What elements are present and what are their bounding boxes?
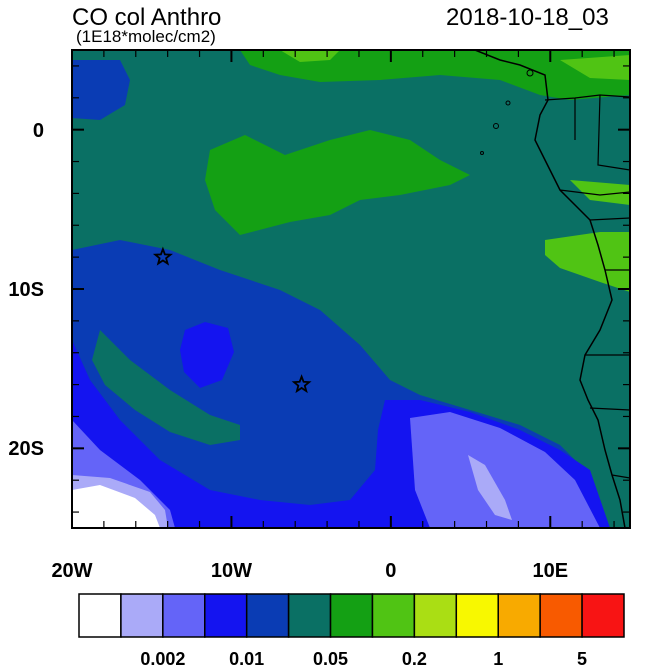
field-deep-blue-topleft (72, 60, 130, 120)
x-tick-label: 20W (51, 560, 93, 582)
colorbar-label: 0.01 (229, 649, 265, 669)
island-2 (493, 123, 499, 129)
map-datetime: 2018-10-18_03 (446, 4, 609, 31)
field-lightgreen-3 (570, 180, 630, 205)
colorbar-swatch (120, 593, 164, 638)
y-tick-label: 0 (32, 119, 44, 142)
colorbar-label: 1 (493, 649, 504, 669)
colorbar-swatch (371, 593, 416, 638)
field-blue-hole (180, 322, 234, 388)
field-lightblue-streak (468, 455, 512, 520)
colorbar-swatch (581, 593, 625, 638)
colorbar-swatch (287, 593, 332, 638)
colorbar-label: 0.2 (401, 649, 427, 669)
x-tick-label: 0 (385, 560, 397, 582)
colorbar-label: 0.05 (313, 649, 349, 669)
field-lightgreen-4 (560, 55, 630, 80)
colorbar-label: 0.002 (140, 649, 186, 669)
colorbar-swatch (78, 593, 122, 638)
star-marker (291, 374, 312, 394)
axis-ticks (71, 50, 630, 528)
field-teal-ribbon (92, 330, 240, 445)
colorbar (78, 593, 625, 638)
y-tick-label: 10S (8, 279, 44, 301)
field-midblue-right (410, 412, 600, 528)
map-units: (1E18*molec/cm2) (76, 27, 216, 46)
colorbar-swatch (497, 593, 541, 638)
star-marker (152, 246, 173, 266)
map-title: CO col Anthro (72, 4, 222, 31)
island-4 (526, 69, 534, 77)
field-green-blob (205, 130, 470, 235)
x-tick-label: 10W (210, 560, 252, 582)
africa-coastline (474, 50, 626, 528)
map-field (72, 50, 630, 528)
colorbar-swatch (245, 593, 290, 638)
field-lightgreen-2 (545, 232, 630, 292)
colorbar-swatch (455, 593, 499, 638)
field-white-corner (72, 485, 160, 528)
island-1 (505, 100, 511, 106)
colorbar-swatch (413, 593, 458, 638)
colorbar-label: 5 (577, 649, 588, 669)
colorbar-swatch (204, 593, 248, 638)
x-tick-label: 10E (532, 560, 569, 582)
colorbar-swatch (162, 593, 206, 638)
island-3 (480, 151, 484, 155)
country-borders (544, 94, 630, 479)
field-green-north (240, 50, 630, 100)
colorbar-swatch (539, 593, 583, 638)
map-markers (152, 246, 312, 394)
colorbar-swatch (329, 593, 374, 638)
y-tick-label: 20S (8, 438, 44, 461)
